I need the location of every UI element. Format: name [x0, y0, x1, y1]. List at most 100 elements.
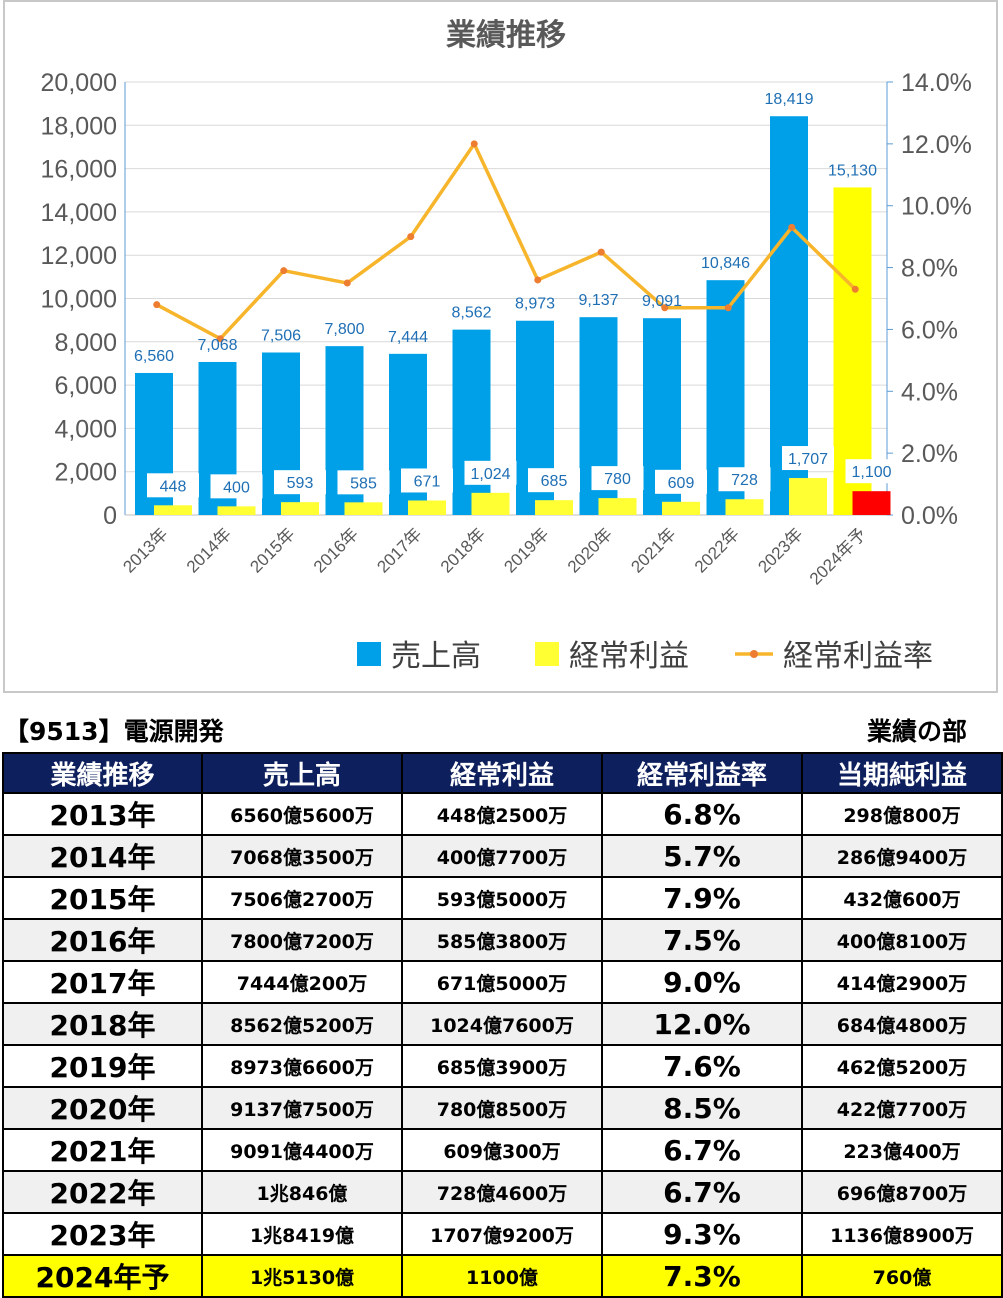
sales-data-label: 7,444 — [388, 329, 428, 346]
column-header: 売上高 — [201, 752, 403, 794]
margin-point — [597, 248, 605, 256]
sales-data-label: 7,068 — [197, 337, 237, 354]
y-tick-label: 8,000 — [54, 329, 117, 357]
table-cell: 9.3% — [601, 1212, 803, 1256]
table-row: 2013年 6560億5600万 448億2500万 6.8% 298億800万 — [2, 792, 1003, 836]
x-category-label: 2024年予 — [806, 524, 870, 588]
sales-data-label: 8,973 — [515, 296, 555, 313]
table-row: 2014年 7068億3500万 400億7700万 5.7% 286億9400万 — [2, 834, 1003, 878]
profit-label-box — [591, 466, 644, 491]
company-name: 【9513】電源開発 — [4, 717, 224, 746]
x-category-label: 2018年 — [437, 524, 489, 576]
legend-label-margin: 経常利益率 — [783, 640, 933, 673]
table-cell: 609億300万 — [401, 1128, 603, 1172]
table-cell: 9.0% — [601, 960, 803, 1004]
legend-swatch-sales — [357, 642, 381, 666]
y-tick-label: 18,000 — [41, 112, 117, 140]
table-cell: 286億9400万 — [801, 834, 1003, 878]
table-row: 2024年予 1兆5130億 1100億 7.3% 760億 — [2, 1254, 1003, 1298]
table-row: 2021年 9091億4400万 609億300万 6.7% 223億400万 — [2, 1128, 1003, 1172]
profit-bar — [852, 491, 891, 515]
profit-label-box — [274, 470, 326, 495]
table-header-row: 【9513】電源開発 業績の部 — [0, 712, 1003, 752]
profit-label-box — [401, 468, 453, 493]
table-row: 2022年 1兆846億 728億4600万 6.7% 696億8700万 — [2, 1170, 1003, 1214]
sales-data-label: 7,506 — [261, 327, 301, 344]
profit-label-box — [464, 460, 517, 485]
table-cell: 223億400万 — [801, 1128, 1003, 1172]
performance-table: 業績推移 売上高 経常利益 経常利益率 当期純利益 2013年 6560億5600… — [2, 752, 1003, 1298]
row-year-cell: 2022年 — [2, 1170, 203, 1214]
table-row: 2016年 7800億7200万 585億3800万 7.5% 400億8100万 — [2, 918, 1003, 962]
table-cell: 7.3% — [601, 1254, 803, 1298]
row-year-cell: 2017年 — [2, 960, 203, 1004]
y-tick-label: 14,000 — [41, 199, 117, 227]
profit-bar — [662, 501, 700, 515]
legend-label-profit: 経常利益 — [569, 640, 689, 673]
table-cell: 1兆5130億 — [201, 1254, 403, 1298]
margin-line — [155, 140, 857, 341]
profit-label-box — [210, 474, 263, 499]
y2-tick-label: 0.0% — [901, 502, 958, 530]
row-year-cell: 2024年予 — [2, 1254, 203, 1298]
legend-swatch-profit — [535, 642, 559, 666]
table-cell: 298億800万 — [801, 792, 1003, 836]
table-cell: 7.6% — [601, 1044, 803, 1088]
y2-tick-label: 10.0% — [901, 193, 972, 221]
profit-data-label: 1,707 — [788, 451, 828, 468]
table-cell: 671億5000万 — [401, 960, 603, 1004]
table-cell: 6.8% — [601, 792, 803, 836]
profit-bar — [725, 499, 764, 515]
profit-data-label: 448 — [160, 478, 187, 495]
x-category-label: 2016年 — [310, 524, 362, 576]
margin-point — [851, 285, 859, 293]
profit-data-label: 400 — [223, 479, 250, 496]
profit-data-label: 1,100 — [851, 464, 891, 481]
table-cell: 400億7700万 — [401, 834, 603, 878]
table-cell: 9137億7500万 — [201, 1086, 403, 1130]
chart-panel: 業績推移 0 2,000 4,000 6,000 8,000 10,000 12,000 14,… — [3, 0, 998, 693]
performance-chart: 業績推移 0 2,000 4,000 6,000 8,000 10,000 12,000 14,… — [41, 19, 972, 673]
table-cell: 7506億2700万 — [201, 876, 403, 920]
profit-bar — [344, 502, 383, 515]
table-cell: 760億 — [801, 1254, 1003, 1298]
table-cell: 593億5000万 — [401, 876, 603, 920]
y2-tick-label: 8.0% — [901, 255, 958, 283]
table-row: 2020年 9137億7500万 780億8500万 8.5% 422億7700万 — [2, 1086, 1003, 1130]
table-row: 2017年 7444億200万 671億5000万 9.0% 414億2900万 — [2, 960, 1003, 1004]
table-cell: 684億4800万 — [801, 1002, 1003, 1046]
table-cell: 9091億4400万 — [201, 1128, 403, 1172]
table-cell: 12.0% — [601, 1002, 803, 1046]
y-tick-label: 10,000 — [41, 286, 117, 314]
x-category-label: 2019年 — [500, 524, 552, 576]
row-year-cell: 2014年 — [2, 834, 203, 878]
y-tick-label: 12,000 — [41, 242, 117, 270]
table-row: 2015年 7506億2700万 593億5000万 7.9% 432億600万 — [2, 876, 1003, 920]
profit-data-label: 780 — [604, 471, 631, 488]
table-cell: 7800億7200万 — [201, 918, 403, 962]
profit-data-label: 609 — [668, 475, 695, 492]
table-cell: 448億2500万 — [401, 792, 603, 836]
table-cell: 728億4600万 — [401, 1170, 603, 1214]
table-cell: 422億7700万 — [801, 1086, 1003, 1130]
x-category-label: 2013年 — [119, 524, 171, 576]
sales-bar — [452, 329, 491, 515]
profit-label-box — [718, 467, 771, 492]
y2-tick-label: 12.0% — [901, 131, 972, 159]
y-tick-label: 4,000 — [54, 415, 117, 443]
sales-data-label: 9,137 — [578, 292, 618, 309]
margin-point — [407, 233, 415, 241]
table-cell: 1136億8900万 — [801, 1212, 1003, 1256]
table-cell: 8562億5200万 — [201, 1002, 403, 1046]
row-year-cell: 2023年 — [2, 1212, 203, 1256]
table-row: 2023年 1兆8419億 1707億9200万 9.3% 1136億8900万 — [2, 1212, 1003, 1256]
row-year-cell: 2021年 — [2, 1128, 203, 1172]
profit-data-label: 585 — [350, 475, 377, 492]
table-row: 2019年 8973億6600万 685億3900万 7.6% 462億5200万 — [2, 1044, 1003, 1088]
table-cell: 6560億5600万 — [201, 792, 403, 836]
chart-title: 業績推移 — [446, 19, 566, 52]
profit-data-label: 685 — [541, 473, 568, 490]
margin-point — [153, 301, 161, 309]
profit-bar — [217, 506, 256, 515]
row-year-cell: 2020年 — [2, 1086, 203, 1130]
